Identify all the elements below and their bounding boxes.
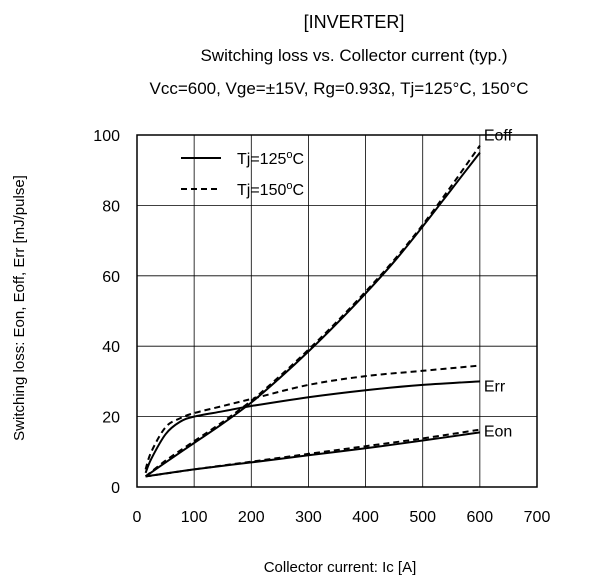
x-tick-labels: 0 100 200 300 400 500 600 700 [133, 509, 551, 526]
y-tick-label: 0 [111, 480, 120, 497]
x-tick-label: 700 [524, 509, 551, 526]
y-tick-label: 100 [93, 128, 120, 145]
y-tick-labels: 0 20 40 60 80 100 [93, 128, 120, 497]
grid [137, 135, 537, 487]
legend-label: Tj=125oC [237, 149, 304, 168]
chart-subtitle: Switching loss vs. Collector current (ty… [200, 46, 507, 65]
series-layer [146, 146, 480, 477]
curve-label-eoff: Eoff [484, 128, 513, 145]
y-tick-label: 80 [102, 198, 120, 215]
legend: Tj=125oC Tj=150oC [181, 149, 304, 199]
x-tick-label: 200 [238, 509, 265, 526]
legend-label: Tj=150oC [237, 180, 304, 199]
x-tick-label: 400 [352, 509, 379, 526]
x-axis-label: Collector current: Ic [A] [264, 559, 417, 576]
x-tick-label: 0 [133, 509, 142, 526]
chart-titles: [INVERTER] Switching loss vs. Collector … [149, 12, 528, 98]
eoff-dashed-line [146, 146, 480, 477]
curve-label-eon: Eon [484, 423, 512, 440]
eon-dashed-line [146, 430, 480, 477]
x-tick-label: 500 [409, 509, 436, 526]
y-tick-label: 60 [102, 269, 120, 286]
chart-conditions: Vcc=600, Vge=±15V, Rg=0.93Ω, Tj=125°C, 1… [149, 79, 528, 98]
curve-labels: Eoff Err Eon [484, 128, 513, 441]
x-tick-label: 300 [295, 509, 322, 526]
plot-frame [137, 135, 537, 487]
curve-label-err: Err [484, 378, 506, 395]
y-tick-label: 40 [102, 339, 120, 356]
y-axis-label: Switching loss: Eon, Eoff, Err [mJ/pulse… [11, 175, 28, 441]
y-tick-label: 20 [102, 410, 120, 427]
chart-title: [INVERTER] [304, 12, 405, 32]
err-solid-line [146, 381, 480, 473]
eoff-solid-line [146, 153, 480, 477]
x-tick-label: 600 [467, 509, 494, 526]
x-tick-label: 100 [181, 509, 208, 526]
